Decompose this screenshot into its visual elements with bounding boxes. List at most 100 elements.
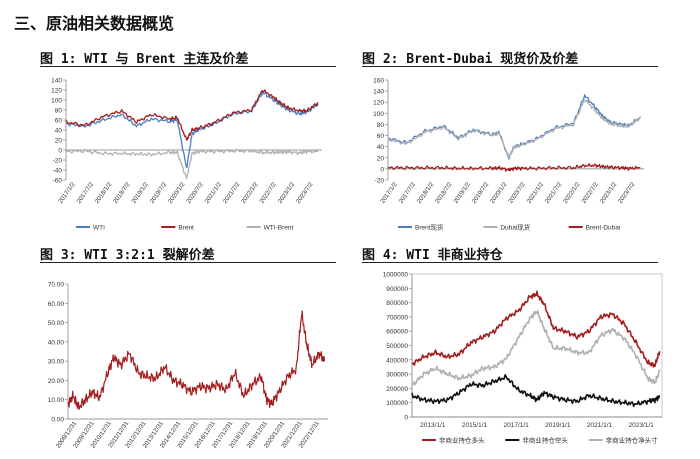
series-line-1 (411, 290, 661, 368)
chart-brent-dubai: 160140120100806040200-202017/1/22017/7/2… (373, 78, 644, 232)
x-tick-label: 2021/1/2 (526, 181, 546, 205)
x-tick-label: 2018/7/2 (434, 181, 454, 205)
y-tick-label: 900000 (386, 286, 408, 293)
x-tick-label: 2017/7/2 (76, 181, 96, 205)
x-tick-label: 2022/1/2 (562, 181, 582, 205)
legend-label-1: 非商业持仓多头 (439, 436, 485, 445)
y-tick-label: 20 (55, 138, 63, 145)
y-tick-label: 100 (51, 98, 62, 105)
y-tick-label: 20 (377, 155, 385, 162)
figure-1-rule (40, 66, 336, 68)
figure-1-caption: 图 1: WTI 与 Brent 主连及价差 (40, 52, 249, 67)
y-tick-label: 600000 (386, 329, 408, 336)
y-tick-label: -20 (53, 158, 63, 165)
x-tick-label: 2022/1/2 (240, 181, 260, 205)
y-tick-label: 50.00 (48, 320, 65, 327)
y-tick-label: 700000 (386, 314, 408, 321)
y-tick-label: 10.00 (48, 397, 65, 404)
y-tick-label: 60 (55, 118, 63, 125)
series-line-3 (387, 163, 641, 172)
figure-2-rule (362, 66, 658, 68)
series-line-1 (65, 91, 319, 169)
series-line-3 (65, 148, 319, 180)
y-tick-label: 100 (373, 111, 384, 118)
y-tick-label: 1000000 (383, 272, 409, 279)
y-tick-label: 100000 (386, 400, 408, 407)
y-tick-label: -60 (53, 178, 63, 185)
x-tick-label: 2019/1/2 (130, 181, 150, 205)
y-tick-label: -40 (53, 168, 63, 175)
legend-label-3: Brent-Dubai (586, 225, 621, 232)
y-tick-label: 70.00 (48, 282, 65, 289)
y-tick-label: 80 (55, 108, 63, 115)
x-tick-label: 2018/1/2 (416, 181, 436, 205)
y-tick-label: 200000 (386, 386, 408, 393)
legend-label-1: WTI (93, 225, 105, 232)
x-tick-label: 2013/1/1 (420, 422, 446, 429)
x-tick-label: 2023/7/2 (617, 181, 637, 205)
legend-label-1: Brent现货 (415, 223, 444, 232)
x-tick-label: 2019/1/2 (452, 181, 472, 205)
y-tick-label: 40 (377, 144, 385, 151)
y-tick-label: 0 (404, 415, 408, 422)
legend-label-2: 非商业持仓空头 (522, 436, 568, 445)
series-line-2 (387, 99, 641, 158)
legend-label-2: Dubai现货 (500, 223, 530, 232)
y-tick-label: 120 (51, 88, 62, 95)
x-tick-label: 2021/7/2 (544, 181, 564, 205)
chart-crack-spread: 70.0060.0050.0040.0030.0020.0010.000.002… (48, 282, 328, 450)
figure-4-rule (362, 262, 658, 264)
x-tick-label: 2017/1/1 (504, 422, 530, 429)
y-tick-label: 30.00 (48, 359, 65, 366)
legend-label-3: 非商业持仓净头寸 (606, 436, 659, 445)
x-tick-label: 2018/1/2 (94, 181, 114, 205)
section-title: 三、原油相关数据概览 (14, 14, 175, 33)
x-tick-label: 2023/1/2 (277, 181, 297, 205)
y-tick-label: 400000 (386, 357, 408, 364)
x-tick-label: 2023/7/2 (295, 181, 315, 205)
series-line-2 (411, 374, 661, 408)
series-line-1 (67, 310, 326, 410)
x-tick-label: 2020/1/2 (167, 181, 187, 205)
legend-label-3: WTI-Brent (264, 225, 294, 232)
y-tick-label: 20.00 (48, 378, 65, 385)
x-tick-label: 2019/7/2 (149, 181, 169, 205)
chart-cftc-positions: 1000000900000800000700000600000500000400… (383, 272, 663, 445)
x-tick-label: 2017/7/2 (398, 181, 418, 205)
y-tick-label: 140 (373, 89, 384, 96)
y-tick-label: 500000 (386, 343, 408, 350)
y-tick-label: 300000 (386, 372, 408, 379)
y-tick-label: 140 (51, 78, 62, 85)
x-tick-label: 2018/7/2 (112, 181, 132, 205)
y-tick-label: 800000 (386, 300, 408, 307)
x-tick-label: 2022/7/2 (580, 181, 600, 205)
y-tick-label: 120 (373, 100, 384, 107)
series-line-2 (65, 89, 319, 141)
y-tick-label: 0 (58, 148, 62, 155)
y-tick-label: 60.00 (48, 301, 65, 308)
legend-label-2: Brent (178, 225, 194, 232)
x-tick-label: 2019/1/1 (545, 422, 571, 429)
x-tick-label: 2023/1/1 (629, 422, 655, 429)
y-tick-label: -20 (375, 178, 385, 185)
y-tick-label: 40 (55, 128, 63, 135)
figure-3-caption: 图 3: WTI 3:2:1 裂解价差 (40, 248, 215, 263)
y-tick-label: 0 (380, 166, 384, 173)
figure-2-caption: 图 2: Brent-Dubai 现货价及价差 (362, 52, 579, 67)
y-tick-label: 40.00 (48, 339, 65, 346)
chart-wti-brent: 140120100806040200-20-40-602017/1/22017/… (51, 78, 322, 232)
x-tick-label: 2021/1/1 (587, 422, 613, 429)
y-tick-label: 80 (377, 122, 385, 129)
x-tick-label: 2022/7/2 (258, 181, 278, 205)
x-tick-label: 2020/7/2 (185, 181, 205, 205)
x-tick-label: 2020/1/2 (489, 181, 509, 205)
y-tick-label: 60 (377, 133, 385, 140)
figure-4-caption: 图 4: WTI 非商业持仓 (362, 248, 503, 263)
x-tick-label: 2023/1/2 (599, 181, 619, 205)
series-line-3 (411, 310, 661, 386)
x-tick-label: 2021/7/2 (222, 181, 242, 205)
x-tick-label: 2019/7/2 (471, 181, 491, 205)
y-tick-label: 160 (373, 78, 384, 85)
series-line-1 (387, 94, 641, 160)
x-tick-label: 2015/1/1 (462, 422, 488, 429)
